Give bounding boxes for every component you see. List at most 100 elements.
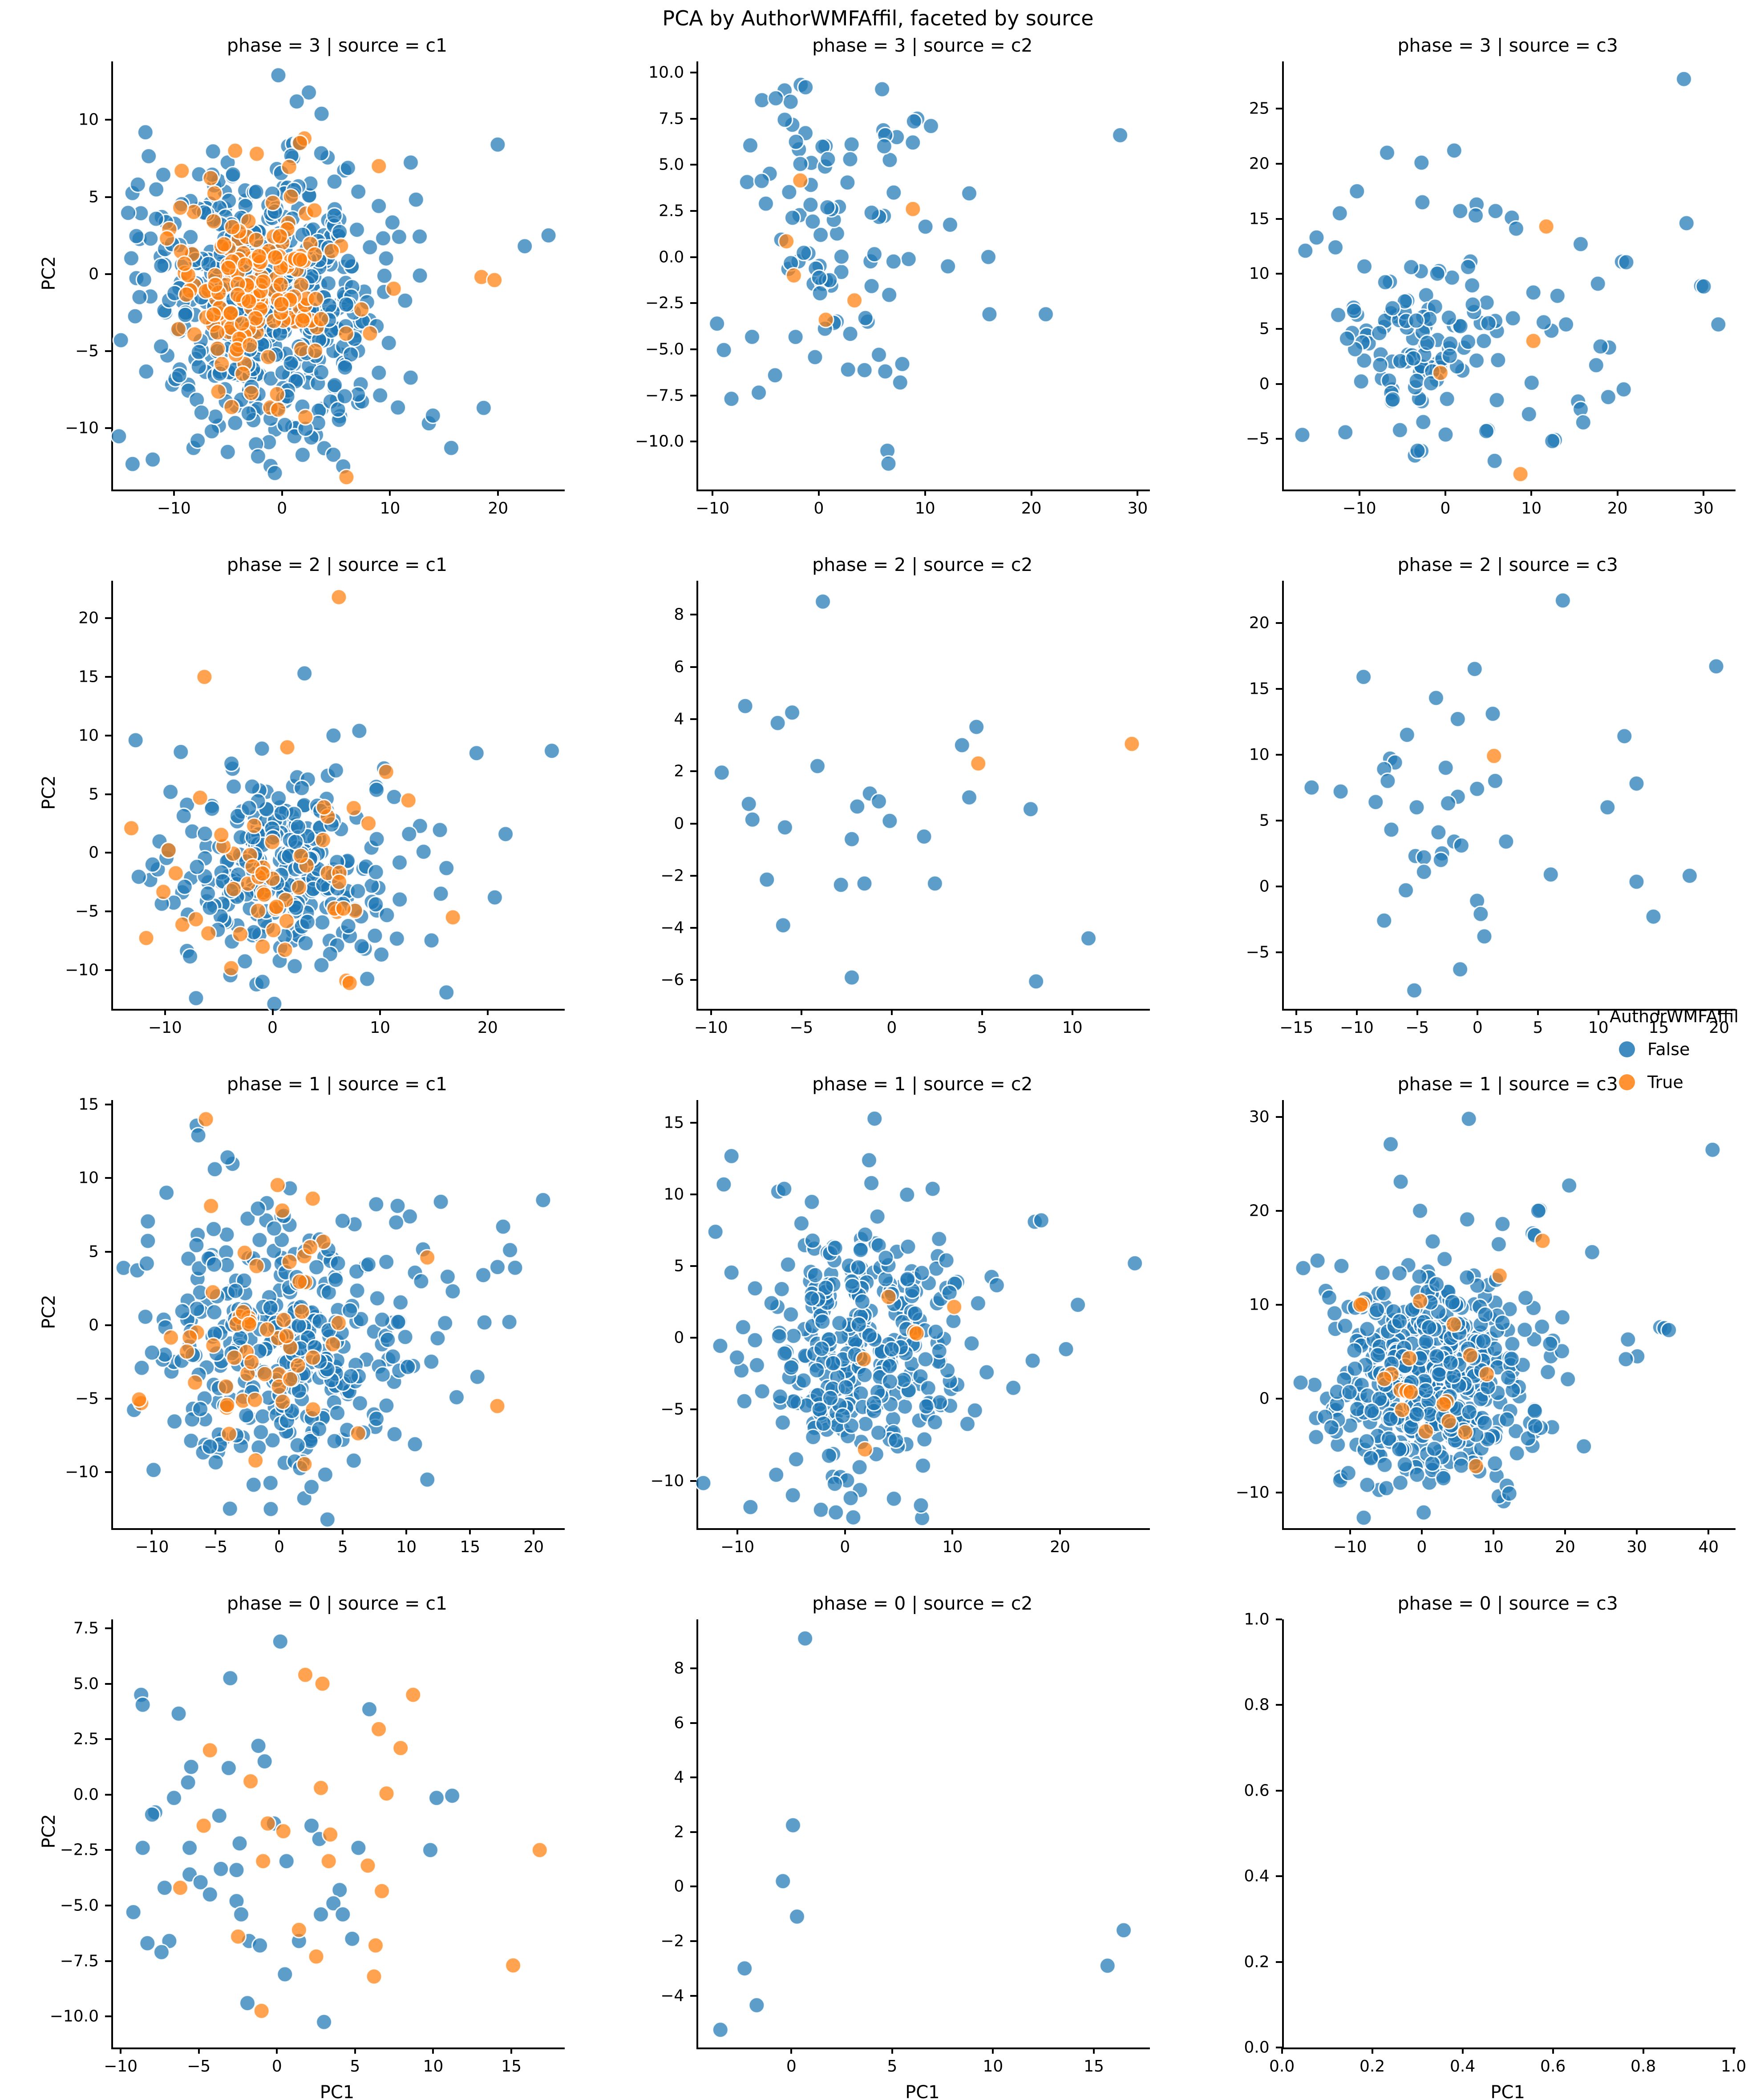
legend-label: False xyxy=(1647,1040,1690,1059)
data-point-false xyxy=(1429,824,1447,841)
data-point-false xyxy=(1523,374,1540,392)
facet-title: phase = 0 | source = c3 xyxy=(1397,1593,1618,1614)
data-point-true xyxy=(370,158,388,175)
data-point-false xyxy=(130,868,147,886)
data-point-false xyxy=(744,811,761,828)
data-point-true xyxy=(846,291,863,309)
data-point-false xyxy=(728,1349,746,1366)
data-point-false xyxy=(1358,1432,1375,1450)
data-point-false xyxy=(497,825,514,843)
data-point-false xyxy=(792,155,809,173)
data-point-false xyxy=(1397,882,1414,899)
data-point-false xyxy=(1587,356,1605,374)
x-tick-label: −10 xyxy=(104,2057,138,2076)
data-point-false xyxy=(1402,259,1420,276)
data-point-true xyxy=(247,231,265,249)
y-tick-label: 15 xyxy=(78,668,99,686)
data-point-false xyxy=(1345,302,1363,320)
data-point-false xyxy=(438,859,455,877)
x-tick-label: 10 xyxy=(396,1538,417,1556)
x-tick-mark xyxy=(379,1009,381,1015)
data-point-true xyxy=(1467,1457,1485,1475)
data-point-false xyxy=(312,145,330,162)
data-point-true xyxy=(361,325,379,342)
data-point-false xyxy=(360,1256,377,1273)
y-tick-label: 5 xyxy=(89,785,99,804)
y-tick-mark xyxy=(690,117,697,120)
data-point-false xyxy=(1339,1464,1357,1482)
data-point-false xyxy=(812,1501,830,1518)
x-tick-mark xyxy=(1658,1009,1660,1015)
y-tick-mark xyxy=(1275,1210,1282,1212)
y-tick-label: −5 xyxy=(75,1389,99,1408)
data-point-false xyxy=(266,995,283,1012)
data-point-false xyxy=(1427,689,1444,707)
data-point-false xyxy=(831,1315,848,1332)
x-tick-mark xyxy=(1530,490,1533,496)
x-tick-label: 5 xyxy=(977,1019,987,1037)
data-point-false xyxy=(1380,1430,1397,1448)
data-point-false xyxy=(904,134,922,151)
data-point-true xyxy=(365,1968,383,1985)
x-tick-mark xyxy=(1707,1528,1710,1534)
data-point-false xyxy=(154,166,172,183)
data-point-false xyxy=(170,367,188,384)
data-point-false xyxy=(1477,1306,1494,1323)
y-tick-label: 7.5 xyxy=(659,109,684,128)
y-tick-mark xyxy=(105,1324,111,1326)
x-tick-label: 10 xyxy=(983,2057,1003,2076)
y-tick-label: 0 xyxy=(89,843,99,862)
data-point-false xyxy=(1488,391,1505,409)
y-tick-label: 10 xyxy=(1249,1295,1270,1314)
y-tick-mark xyxy=(1275,328,1282,330)
y-tick-label: 0.4 xyxy=(1244,1867,1270,1886)
data-point-false xyxy=(736,1392,753,1410)
data-point-false xyxy=(1028,973,1045,990)
x-tick-label: 5 xyxy=(887,2057,898,2076)
x-tick-mark xyxy=(710,1009,712,1015)
facet-title: phase = 0 | source = c1 xyxy=(227,1593,448,1614)
data-point-false xyxy=(397,292,414,309)
data-point-false xyxy=(176,878,193,895)
data-point-false xyxy=(368,1290,386,1307)
data-point-false xyxy=(391,854,409,871)
y-tick-label: 0.6 xyxy=(1244,1781,1270,1800)
x-tick-label: 0.0 xyxy=(1269,2057,1295,2076)
data-point-false xyxy=(1628,775,1645,792)
data-point-false xyxy=(852,1241,870,1258)
x-tick-label: −10 xyxy=(696,499,730,518)
y-tick-mark xyxy=(105,1793,111,1796)
data-point-false xyxy=(1476,928,1493,945)
data-point-true xyxy=(278,912,295,930)
data-point-false xyxy=(1467,207,1484,224)
x-tick-mark xyxy=(1137,490,1139,496)
y-tick-label: 30 xyxy=(1249,1108,1270,1126)
x-tick-label: 0.6 xyxy=(1540,2057,1566,2076)
data-point-false xyxy=(374,1366,392,1383)
data-point-true xyxy=(209,324,226,341)
data-point-false xyxy=(1539,1364,1557,1381)
y-tick-mark xyxy=(690,718,697,720)
data-point-true xyxy=(158,230,176,247)
data-point-false xyxy=(1618,254,1635,271)
data-point-false xyxy=(808,1362,825,1379)
data-point-false xyxy=(397,1328,414,1346)
y-tick-mark xyxy=(105,119,111,121)
data-point-true xyxy=(227,142,244,159)
data-point-true xyxy=(296,1456,313,1473)
data-point-true xyxy=(249,902,267,919)
x-tick-mark xyxy=(981,1009,983,1015)
data-point-false xyxy=(1490,1235,1507,1253)
y-axis-label: PC2 xyxy=(39,1295,59,1329)
x-tick-label: 0 xyxy=(267,1019,278,1037)
data-point-false xyxy=(372,946,390,963)
x-tick-mark xyxy=(992,2047,994,2054)
data-point-false xyxy=(1379,772,1396,789)
data-point-false xyxy=(1069,1296,1087,1314)
data-point-true xyxy=(1457,1424,1474,1441)
data-point-false xyxy=(961,789,978,806)
data-point-false xyxy=(340,252,357,270)
y-tick-label: 2 xyxy=(674,1823,684,1841)
data-point-false xyxy=(826,1475,844,1493)
data-point-false xyxy=(270,789,287,807)
